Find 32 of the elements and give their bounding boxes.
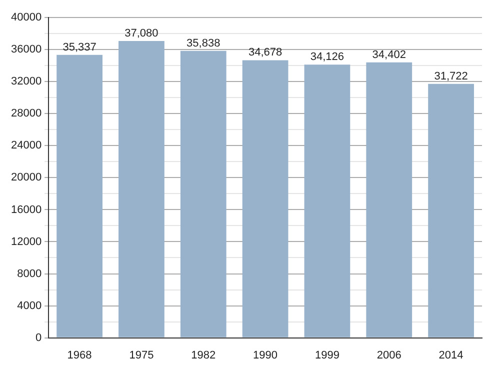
data-label: 35,838 bbox=[186, 37, 220, 50]
bar bbox=[304, 64, 350, 338]
y-tick-label: 4000 bbox=[17, 300, 42, 312]
x-tick-label: 1999 bbox=[314, 349, 340, 362]
y-tick-label: 40000 bbox=[10, 12, 42, 24]
y-tick-label: 36000 bbox=[10, 44, 42, 56]
y-tick-label: 28000 bbox=[10, 108, 42, 120]
y-tick-label: 16000 bbox=[10, 204, 42, 216]
y-tick-label: 24000 bbox=[10, 140, 42, 152]
y-tick-label: 12000 bbox=[10, 236, 42, 248]
y-tick-label: 0 bbox=[35, 332, 42, 344]
data-label: 34,402 bbox=[372, 48, 406, 61]
x-tick-label: 1968 bbox=[67, 349, 92, 362]
bar bbox=[366, 62, 412, 338]
bar bbox=[242, 60, 288, 338]
y-tick-label: 20000 bbox=[10, 172, 42, 184]
x-tick-label: 2006 bbox=[376, 349, 402, 362]
bar bbox=[56, 54, 102, 338]
x-tick-label: 1975 bbox=[129, 349, 154, 362]
x-tick-label: 1982 bbox=[191, 349, 216, 362]
data-label: 34,126 bbox=[310, 51, 344, 64]
x-tick-label: 2014 bbox=[438, 349, 464, 362]
data-label: 37,080 bbox=[124, 28, 158, 40]
data-label: 35,337 bbox=[62, 41, 96, 54]
bar bbox=[428, 84, 474, 338]
data-label: 34,678 bbox=[248, 46, 282, 59]
x-tick-label: 1990 bbox=[253, 349, 278, 362]
bar bbox=[118, 40, 164, 338]
bar bbox=[180, 50, 226, 338]
y-tick-label: 32000 bbox=[10, 76, 42, 88]
data-label: 31,722 bbox=[434, 70, 468, 82]
y-tick-label: 8000 bbox=[17, 268, 42, 280]
